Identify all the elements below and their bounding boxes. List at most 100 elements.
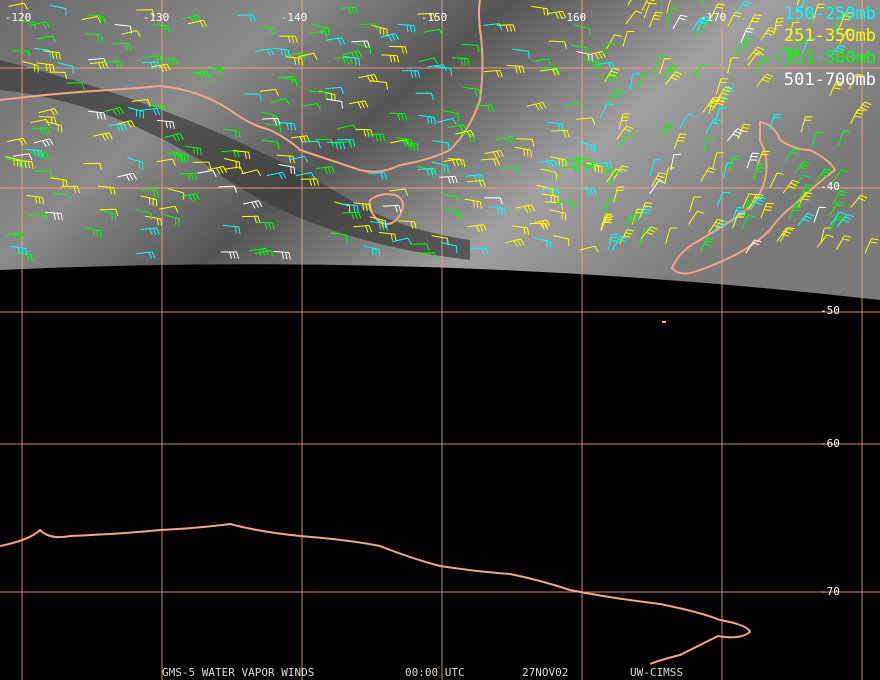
wind-barb: [481, 158, 500, 166]
wind-barb: [43, 50, 61, 60]
wind-barb: [389, 188, 409, 196]
wind-barb: [776, 227, 794, 242]
wind-barb: [723, 162, 734, 179]
wind-barb: [224, 166, 244, 174]
wind-barb: [26, 195, 45, 205]
wind-barb: [811, 131, 824, 148]
wind-barb: [140, 195, 158, 207]
wind-barb: [5, 156, 22, 168]
wind-barb: [672, 14, 688, 30]
wind-barb: [66, 82, 85, 90]
wind-barb: [353, 202, 372, 212]
footer-text: 00:00 UTC: [405, 666, 465, 679]
wind-barb: [432, 161, 449, 173]
wind-barb: [745, 239, 762, 254]
wind-barb: [93, 132, 113, 141]
wind-barb: [773, 17, 784, 35]
wind-barb: [325, 98, 343, 109]
wind-barb: [61, 185, 80, 194]
wind-barb: [540, 168, 557, 180]
wind-barb: [389, 46, 408, 54]
wind-barb: [666, 0, 671, 14]
wind-barb: [538, 159, 558, 168]
wind-barb: [484, 70, 503, 78]
wind-barb: [747, 14, 762, 30]
wind-barb: [665, 227, 678, 244]
wind-barb: [397, 23, 416, 33]
wind-barb: [700, 0, 704, 6]
wind-barb: [141, 107, 161, 116]
coastlines: [0, 0, 837, 665]
wind-barb: [484, 197, 503, 205]
wind-barb: [576, 162, 594, 174]
wind-barb: [606, 89, 625, 103]
wind-barb: [353, 225, 373, 233]
wind-barb: [526, 101, 547, 111]
wind-barb: [747, 46, 765, 60]
legend-entry: 501-700mb: [784, 70, 876, 90]
wind-barb: [653, 56, 667, 72]
wind-barb: [342, 50, 363, 59]
wind-barb: [749, 196, 766, 211]
wind-barb: [742, 193, 756, 209]
wind-barb: [599, 74, 619, 83]
wind-barb: [839, 28, 855, 44]
wind-barb: [197, 169, 217, 177]
wind-barb: [237, 14, 256, 22]
wind-barb: [561, 165, 581, 174]
wind-barb: [540, 68, 560, 76]
latitude-label: -40: [820, 180, 840, 193]
wind-barb: [702, 98, 720, 113]
wind-barb: [731, 207, 745, 223]
longitude-label: -150: [421, 11, 448, 24]
wind-barb: [315, 138, 334, 147]
wind-barb: [440, 242, 458, 254]
wind-barb: [848, 73, 863, 89]
longitude-label: -130: [143, 11, 170, 24]
wind-barb: [679, 113, 695, 129]
wind-barb: [136, 251, 156, 259]
wind-barb: [99, 208, 119, 217]
wind-barb: [551, 129, 570, 138]
wind-barb: [796, 0, 800, 6]
wind-barb: [829, 80, 844, 97]
wind-barb: [546, 121, 564, 131]
latitude-label: -60: [820, 437, 840, 450]
wind-barb: [662, 64, 679, 79]
wind-barb: [531, 5, 549, 16]
wind-barb: [627, 0, 632, 6]
tasmania-coast: [368, 193, 405, 225]
wind-barb: [608, 172, 620, 189]
wind-barb: [337, 124, 358, 132]
wind-barb: [576, 157, 594, 168]
wind-barb: [342, 211, 362, 220]
wind-barb: [831, 169, 849, 184]
wind-barb: [401, 70, 421, 78]
wind-barb: [151, 24, 170, 33]
wind-barb: [309, 90, 328, 100]
wind-barb: [549, 209, 567, 221]
wind-barb: [600, 42, 617, 57]
wind-barb: [290, 135, 311, 144]
wind-barb: [206, 66, 224, 76]
wind-barb: [249, 248, 269, 257]
wind-barb: [712, 219, 728, 235]
wind-barb: [488, 206, 507, 216]
wind-barb: [864, 238, 879, 254]
australia-coast: [0, 0, 484, 173]
wind-barb: [84, 33, 104, 42]
wind-barb: [600, 215, 614, 231]
wind-barb: [151, 63, 171, 72]
wind-barb: [756, 73, 774, 87]
wind-barb: [466, 179, 486, 188]
wind-barb: [696, 16, 711, 32]
wind-barb: [222, 224, 241, 234]
wind-barb: [470, 247, 489, 256]
wind-barb: [506, 64, 525, 74]
wind-barb: [774, 47, 791, 61]
wind-barb: [463, 86, 481, 97]
wind-barb: [813, 3, 825, 20]
wind-barb: [52, 193, 71, 203]
wind-barb: [800, 116, 813, 133]
